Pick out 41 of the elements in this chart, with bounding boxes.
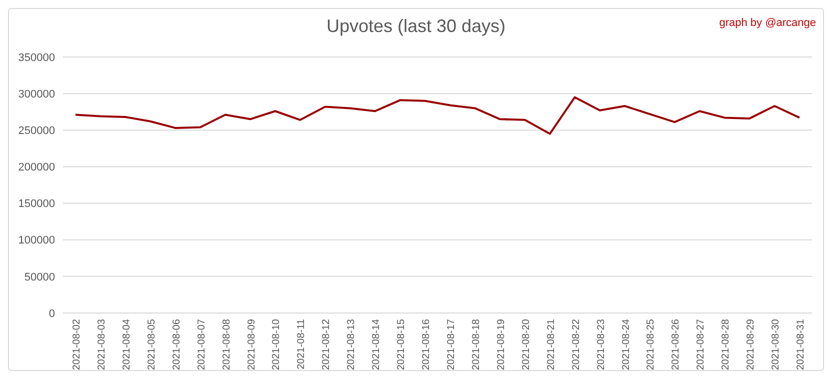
x-tick-label: 2021-08-12 xyxy=(321,318,332,370)
x-tick-label: 2021-08-20 xyxy=(520,318,532,370)
x-tick-label: 2021-08-23 xyxy=(596,318,607,370)
x-tick-label: 2021-08-03 xyxy=(96,318,108,370)
x-tick-label: 2021-08-07 xyxy=(196,318,208,370)
x-tick-label: 2021-08-14 xyxy=(371,318,382,370)
x-tick-label: 2021-08-16 xyxy=(421,318,432,370)
x-tick-label: 2021-08-02 xyxy=(71,318,82,370)
x-tick-label: 2021-08-17 xyxy=(446,318,457,370)
y-tick-label: 150000 xyxy=(18,198,55,210)
line-series xyxy=(74,96,801,135)
y-tick-label: 300000 xyxy=(18,88,55,100)
x-tick-label: 2021-08-22 xyxy=(570,318,582,370)
chart-title: Upvotes (last 30 days) xyxy=(326,16,506,36)
x-tick-label: 2021-08-26 xyxy=(670,318,682,370)
x-tick-label: 2021-08-18 xyxy=(470,318,482,370)
text: graph by @arcange xyxy=(719,17,816,29)
x-tick-label: 2021-08-30 xyxy=(770,318,782,370)
y-tick-label: 100000 xyxy=(18,234,55,247)
x-tick-label: 2021-08-25 xyxy=(646,318,657,370)
y-tick-label: 350000 xyxy=(18,52,55,64)
x-tick-label: 2021-08-27 xyxy=(696,318,707,370)
x-tick-label: 2021-08-24 xyxy=(620,318,632,370)
y-tick-label: 0 xyxy=(48,308,55,320)
x-tick-label: 2021-08-09 xyxy=(246,318,258,370)
x-tick-label: 2021-08-08 xyxy=(221,318,232,370)
y-tick-label: 50000 xyxy=(24,271,55,284)
y-tick-label: 250000 xyxy=(18,124,55,137)
x-tick-label: 2021-08-05 xyxy=(146,318,158,370)
x-tick-label: 2021-08-19 xyxy=(496,318,507,370)
x-tick-label: 2021-08-10 xyxy=(271,318,282,370)
x-tick-label: 2021-08-13 xyxy=(346,318,358,370)
y-tick-label: 200000 xyxy=(18,162,55,174)
x-tick-label: 2021-08-21 xyxy=(546,318,557,370)
x-tick-label: 2021-08-11 xyxy=(296,318,308,370)
x-tick-label: 2021-08-06 xyxy=(171,318,182,370)
x-tick-label: 2021-08-15 xyxy=(396,318,408,370)
x-tick-label: 2021-08-04 xyxy=(121,318,132,370)
x-tick-label: 2021-08-31 xyxy=(796,318,807,370)
x-tick-label: 2021-08-28 xyxy=(720,318,732,370)
x-tick-label: 2021-08-29 xyxy=(746,318,757,370)
